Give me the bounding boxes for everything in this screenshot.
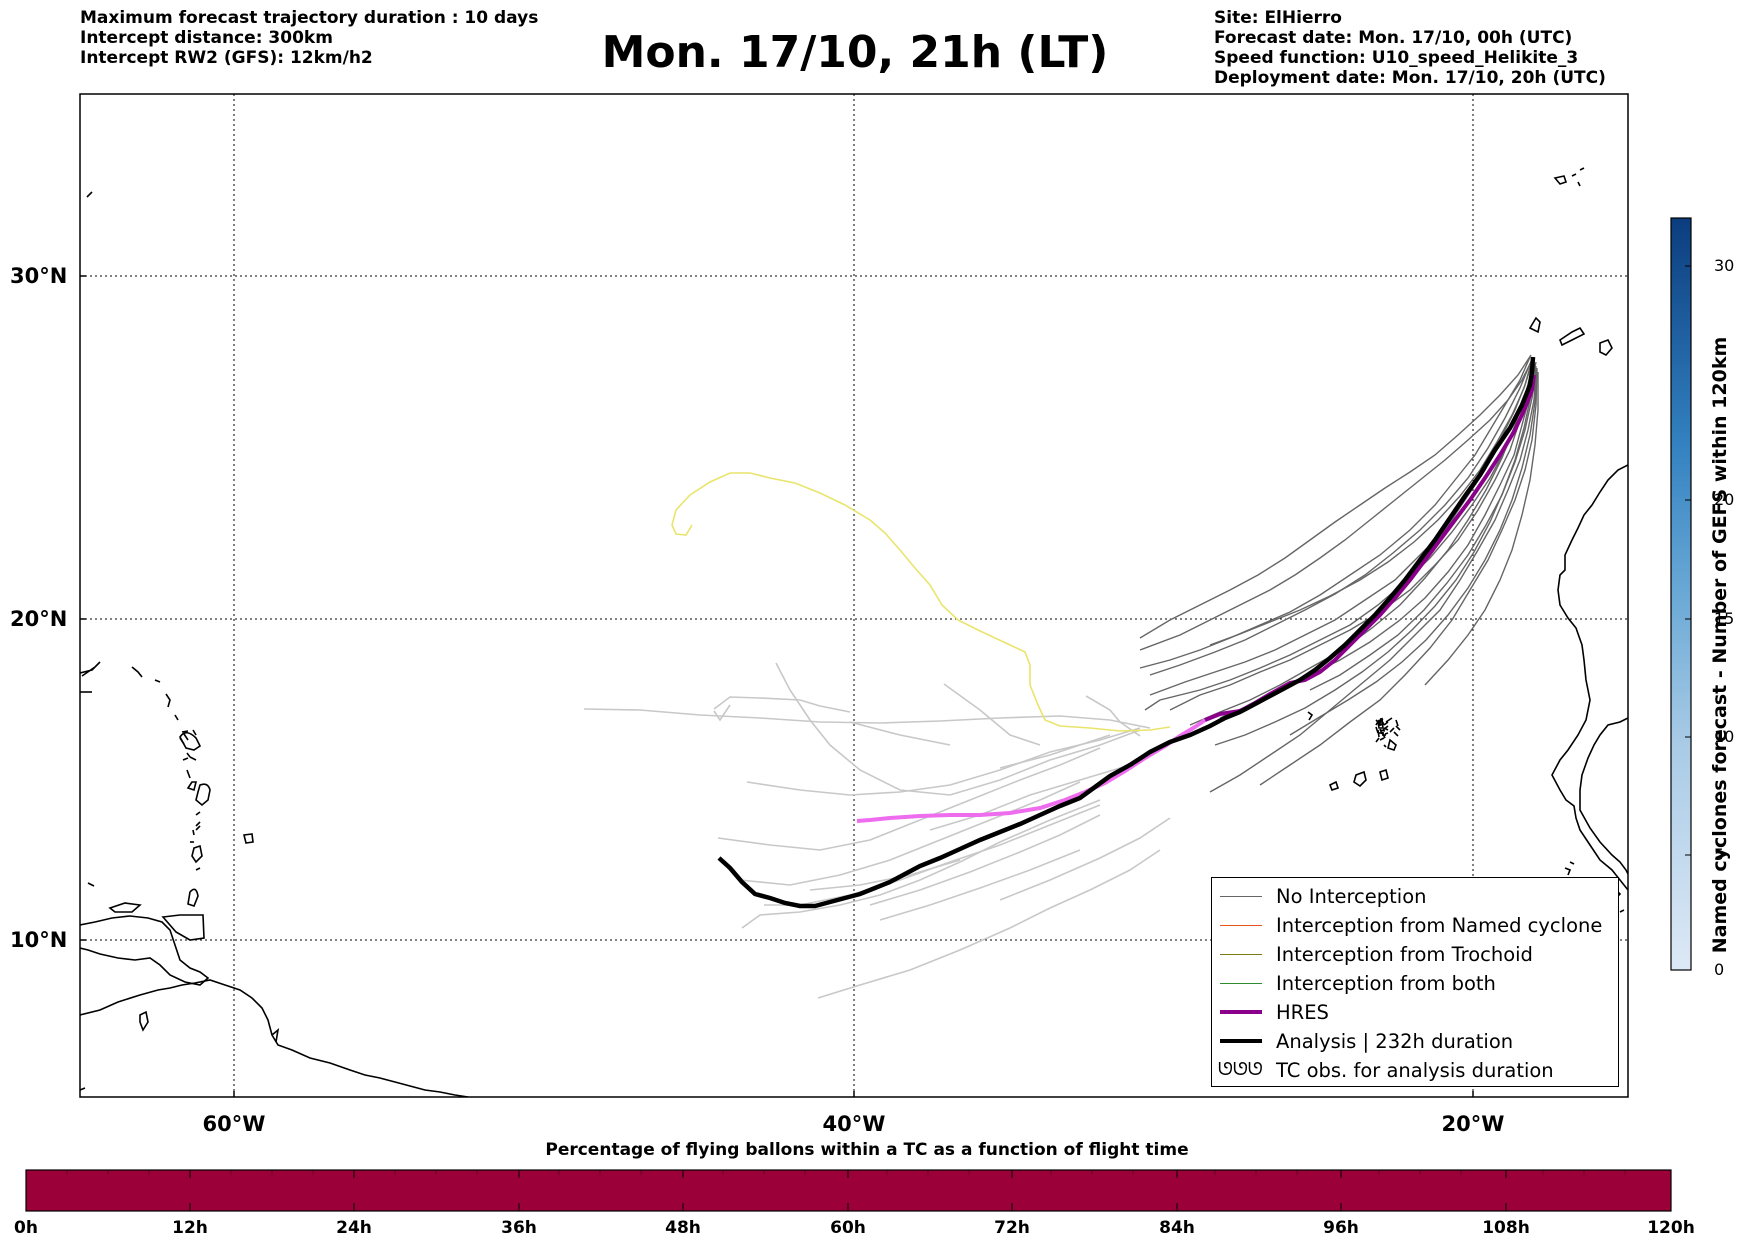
lat-label-20n: 20°N [10, 607, 68, 631]
no-interception-trajectories [1139, 354, 1539, 793]
time-tick-0h: 0h [14, 1218, 38, 1238]
legend-label: Interception from Trochoid [1276, 943, 1533, 966]
lat-label-10n: 10°N [10, 928, 68, 952]
time-tick-96h: 96h [1323, 1218, 1359, 1238]
coastline-caribbean [80, 191, 469, 1097]
info-intercept-rw2: Intercept RW2 (GFS): 12km/h2 [80, 48, 373, 68]
colorbar-tick-30: 30 [1714, 256, 1735, 275]
time-bar-minor-ticks [66, 1170, 1626, 1175]
colorbar-tick-15: 15 [1714, 609, 1735, 628]
coastline-africa [1551, 464, 1628, 913]
lon-label-20w: 20°W [1441, 1112, 1505, 1136]
legend-item-trochoid: Interception from Trochoid [1212, 941, 1618, 969]
time-tick-84h: 84h [1159, 1218, 1195, 1238]
run-info-left: Maximum forecast trajectory duration : 1… [80, 8, 538, 68]
time-tick-120h: 120h [1647, 1218, 1695, 1238]
legend-swatch [1220, 983, 1262, 984]
coastline-canary-islands [1528, 167, 1613, 356]
analysis-trajectory [717, 356, 1536, 909]
colorbar-tick-0: 0 [1714, 960, 1725, 979]
info-site: Site: ElHierro [1214, 8, 1342, 28]
time-tick-36h: 36h [501, 1218, 537, 1238]
map-ticks [80, 275, 1474, 1097]
legend-label: No Interception [1276, 885, 1427, 908]
lon-label-40w: 40°W [822, 1112, 886, 1136]
faded-trajectories [583, 662, 1171, 999]
colorbar-tick-10: 10 [1714, 727, 1735, 746]
legend-label: HRES [1276, 1001, 1329, 1024]
time-tick-108h: 108h [1482, 1218, 1530, 1238]
colorbar-tick-5: 5 [1714, 845, 1725, 864]
page-title: Mon. 17/10, 21h (LT) [601, 27, 1109, 78]
legend-label: TC obs. for analysis duration [1276, 1059, 1554, 1082]
legend-item-analysis: Analysis | 232h duration [1212, 1028, 1618, 1056]
legend-swatch [1220, 925, 1262, 926]
time-tick-72h: 72h [994, 1218, 1030, 1238]
info-intercept-distance: Intercept distance: 300km [80, 28, 333, 48]
time-tick-60h: 60h [830, 1218, 866, 1238]
legend-item-no-interception: No Interception [1212, 883, 1618, 911]
info-max-duration: Maximum forecast trajectory duration : 1… [80, 8, 539, 28]
time-bar-title: Percentage of flying ballons within a TC… [545, 1140, 1189, 1160]
legend-swatch [1220, 1010, 1262, 1014]
info-forecast-date: Forecast date: Mon. 17/10, 00h (UTC) [1214, 28, 1573, 48]
run-info-right: Site: ElHierro Forecast date: Mon. 17/10… [1214, 8, 1606, 88]
colorbar-tick-marks [1685, 265, 1691, 971]
legend-item-both: Interception from both [1212, 970, 1618, 998]
lat-label-30n: 30°N [10, 264, 68, 288]
coastline-cape-verde [1307, 711, 1401, 791]
info-deployment-date: Deployment date: Mon. 17/10, 20h (UTC) [1214, 68, 1606, 88]
legend-swatch [1220, 896, 1262, 897]
time-bar-ticks [189, 1170, 1507, 1211]
hres-trajectory-light [856, 718, 1207, 823]
legend-swatch [1220, 954, 1262, 955]
legend-item-hres: HRES [1212, 999, 1618, 1027]
colorbar-tick-20: 20 [1714, 490, 1735, 509]
legend-item-tc-obs: ᘎᘎᘎ TC obs. for analysis duration [1212, 1057, 1618, 1085]
lon-label-60w: 60°W [202, 1112, 266, 1136]
legend-item-named-cyclone: Interception from Named cyclone [1212, 912, 1618, 940]
named-cyclone-colorbar [1670, 217, 1692, 971]
map-legend: No Interception Interception from Named … [1211, 877, 1619, 1087]
time-tick-48h: 48h [665, 1218, 701, 1238]
coastline-lesser-antilles [87, 666, 254, 907]
time-tick-24h: 24h [336, 1218, 372, 1238]
info-speed-function: Speed function: U10_speed_Helikite_3 [1214, 48, 1579, 68]
hres-trajectory-dark [1204, 374, 1536, 722]
tc-obs-icon: ᘎᘎᘎ [1218, 1059, 1263, 1080]
time-tick-12h: 12h [172, 1218, 208, 1238]
legend-swatch [1220, 1039, 1262, 1043]
yellow-trajectory [671, 472, 1171, 732]
legend-label: Interception from Named cyclone [1276, 914, 1603, 937]
legend-label: Analysis | 232h duration [1276, 1030, 1514, 1053]
legend-label: Interception from both [1276, 972, 1496, 995]
